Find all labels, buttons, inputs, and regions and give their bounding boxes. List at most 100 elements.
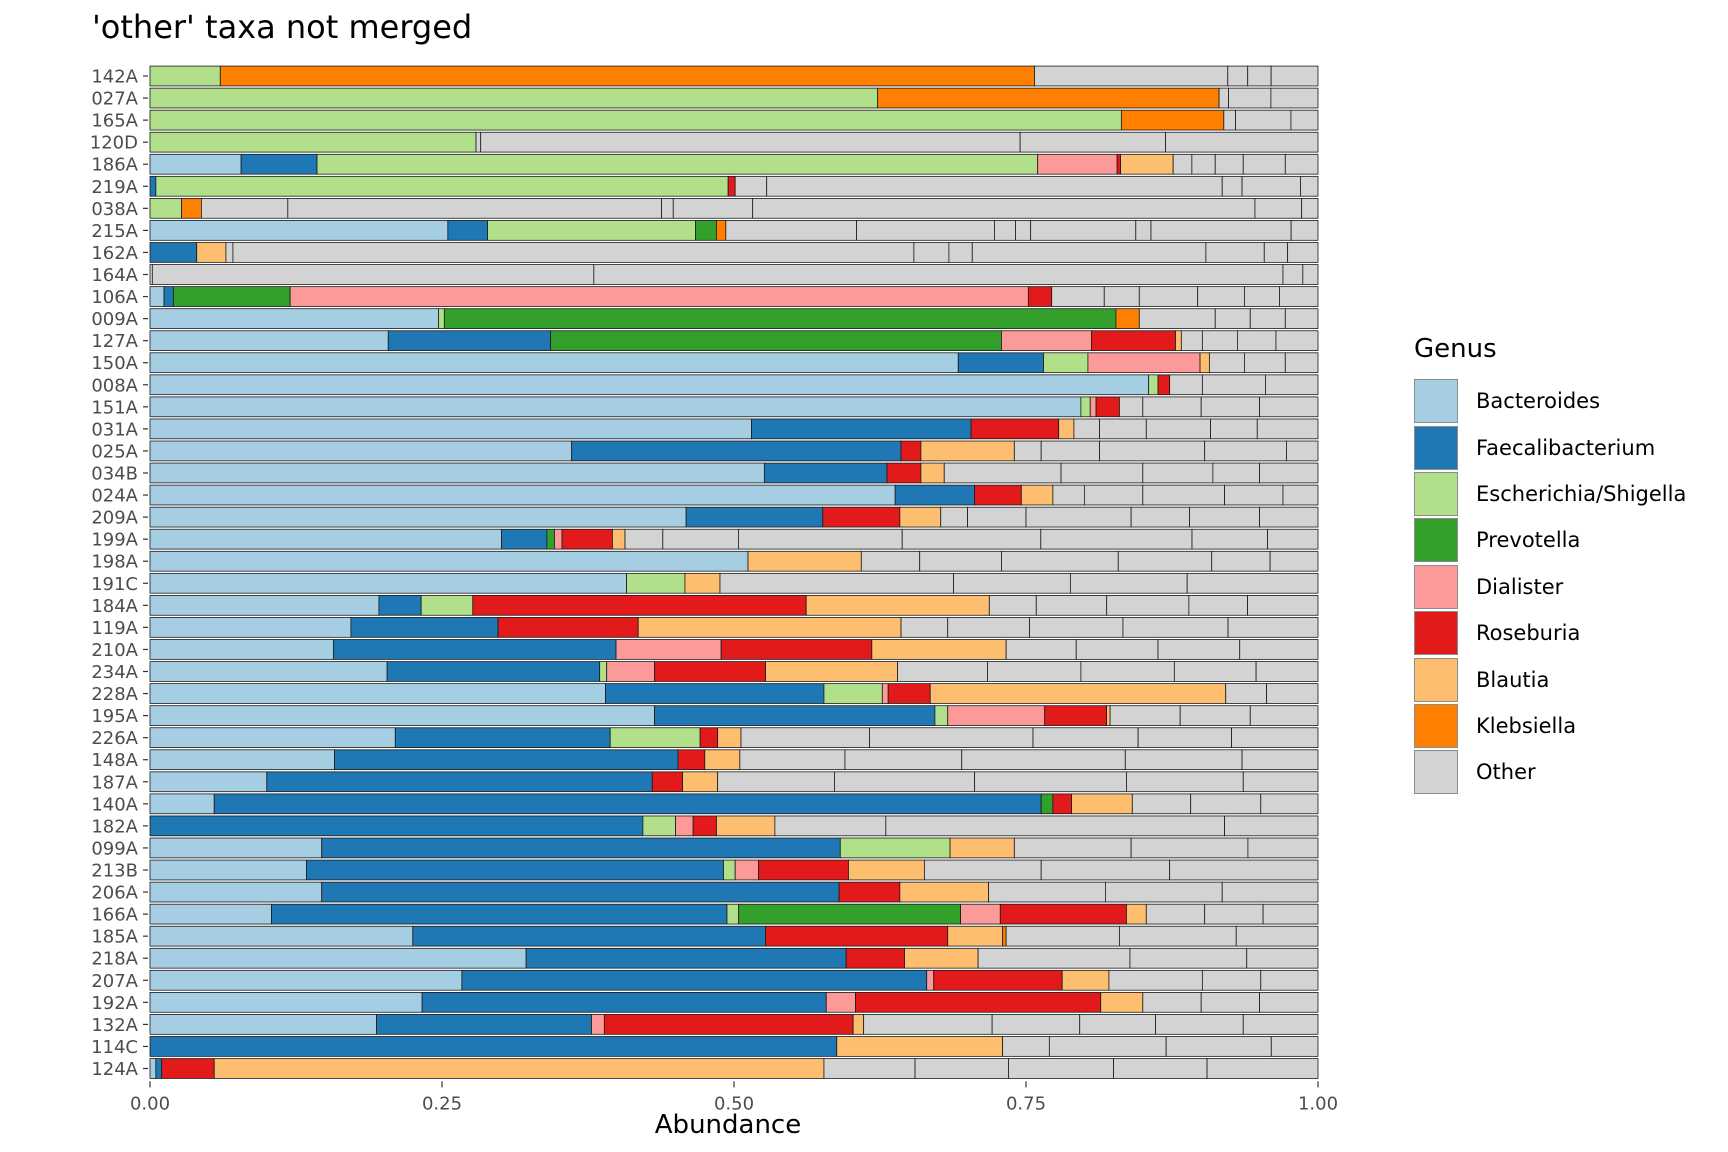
bar-segment-blautia	[929, 683, 1227, 704]
y-tick-label: 142A	[91, 67, 138, 88]
bar-segment-roseburia	[1116, 153, 1121, 175]
bar-segment-other	[1005, 639, 1077, 660]
bar-segment-other	[991, 1014, 1081, 1035]
y-tick-label: 228A	[91, 684, 138, 705]
bar-025A	[149, 440, 1319, 462]
bar-segment-other	[1035, 595, 1108, 616]
bar-segment-bacteroides	[149, 705, 655, 726]
bar-segment-faecalibacterium	[685, 506, 824, 528]
bar-segment-other	[1099, 440, 1206, 462]
bar-segment-faecalibacterium	[334, 749, 679, 771]
y-tick-label: 008A	[91, 375, 138, 396]
bar-segment-other	[661, 198, 674, 219]
bar-segment-roseburia	[677, 749, 706, 771]
bar-segment-other	[1138, 286, 1199, 307]
legend-swatch	[1414, 564, 1458, 609]
bar-segment-other	[1211, 550, 1271, 572]
bar-segment-other	[869, 727, 1034, 748]
legend-item: Prevotella	[1414, 517, 1686, 563]
bar-segment-faecalibacterium	[421, 992, 827, 1013]
bar-segment-escherichia-shigella	[723, 859, 736, 881]
bar-segment-escherichia-shigella	[420, 595, 474, 616]
x-axis-title: Abundance	[654, 1110, 802, 1140]
bar-segment-dialister	[825, 992, 856, 1013]
bar-segment-dialister	[1087, 352, 1201, 374]
bar-segment-other	[1084, 484, 1144, 506]
bar-segment-other	[1249, 308, 1286, 329]
bar-segment-other	[1286, 440, 1319, 462]
bar-segment-other	[734, 175, 768, 197]
y-tick-label: 009A	[91, 309, 138, 330]
bar-segment-dialister	[591, 1014, 605, 1035]
legend-items: Bacteroides Faecalibacterium Escherichia/S…	[1414, 378, 1686, 796]
bar-segment-klebsiella	[219, 65, 1035, 87]
bar-segment-dialister	[554, 528, 563, 550]
bar-150A	[149, 352, 1319, 374]
y-tick-label: 124A	[91, 1059, 138, 1080]
bar-segment-roseburia	[720, 639, 873, 660]
bar-segment-other	[1263, 242, 1289, 263]
bar-segment-other	[943, 462, 1062, 484]
bar-195A	[149, 705, 1319, 726]
legend-label: Blautia	[1476, 667, 1550, 692]
bar-segment-faecalibacterium	[378, 595, 422, 616]
y-tick-label: 215A	[91, 221, 138, 242]
bar-segment-other	[947, 617, 1030, 638]
bar-228A	[149, 683, 1319, 704]
bar-segment-other	[1204, 440, 1287, 462]
bar-segment-faecalibacterium	[461, 969, 928, 991]
bar-segment-blautia	[213, 1058, 825, 1079]
y-tick-label: 218A	[91, 949, 138, 970]
bar-segment-other	[1254, 198, 1303, 219]
legend-label: Other	[1476, 760, 1536, 785]
bar-segment-roseburia	[900, 440, 922, 462]
bar-segment-other	[1145, 903, 1206, 925]
bar-segment-other	[752, 198, 1256, 219]
bar-segment-roseburia	[692, 815, 717, 837]
bar-segment-faecalibacterium	[386, 661, 601, 682]
bar-segment-other	[1201, 374, 1266, 396]
bar-192A	[149, 992, 1319, 1013]
bar-segment-faecalibacterium	[412, 925, 766, 947]
bar-segment-blautia	[704, 749, 741, 771]
bar-segment-other	[1284, 153, 1319, 175]
bar-segment-other	[1073, 418, 1100, 440]
bar-segment-escherichia-shigella	[626, 572, 686, 594]
legend-label: Prevotella	[1476, 528, 1581, 553]
bar-segment-blautia	[612, 528, 626, 550]
bar-segment-prevotella	[1040, 793, 1054, 815]
bar-segment-blautia	[1175, 330, 1182, 351]
bar-segment-other	[1029, 617, 1124, 638]
bar-segment-blautia	[1199, 352, 1210, 374]
bar-segment-other	[1135, 220, 1152, 241]
bar-segment-other	[1284, 308, 1319, 329]
bar-segment-faecalibacterium	[447, 220, 488, 241]
bar-209A	[149, 506, 1319, 528]
bar-segment-other	[1270, 87, 1319, 109]
bar-segment-faecalibacterium	[155, 1058, 163, 1079]
bar-segment-other	[774, 815, 887, 837]
bar-segment-other	[1001, 550, 1119, 572]
legend-item: Bacteroides	[1414, 378, 1686, 424]
bar-segment-other	[1130, 837, 1249, 859]
bar-segment-roseburia	[497, 617, 639, 638]
bar-segment-bacteroides	[149, 595, 380, 616]
bar-114C	[149, 1036, 1319, 1057]
bar-segment-roseburia	[855, 992, 1102, 1013]
bar-segment-other	[717, 771, 835, 793]
y-tick-label: 226A	[91, 728, 138, 749]
bar-segment-blautia	[637, 617, 902, 638]
bar-segment-other	[1284, 352, 1319, 374]
bar-segment-other	[1034, 65, 1229, 87]
bar-segment-other	[225, 242, 234, 263]
bar-segment-other	[1247, 595, 1319, 616]
y-tick-label: 151A	[91, 397, 138, 418]
bar-segment-other	[1013, 440, 1042, 462]
bar-segment-blautia	[1126, 903, 1147, 925]
bar-segment-prevotella	[738, 903, 961, 925]
bar-segment-other	[1131, 793, 1192, 815]
bar-207A	[149, 969, 1319, 991]
bar-segment-roseburia	[765, 925, 949, 947]
bar-027A	[149, 87, 1319, 109]
bar-segment-bacteroides	[149, 396, 1082, 418]
